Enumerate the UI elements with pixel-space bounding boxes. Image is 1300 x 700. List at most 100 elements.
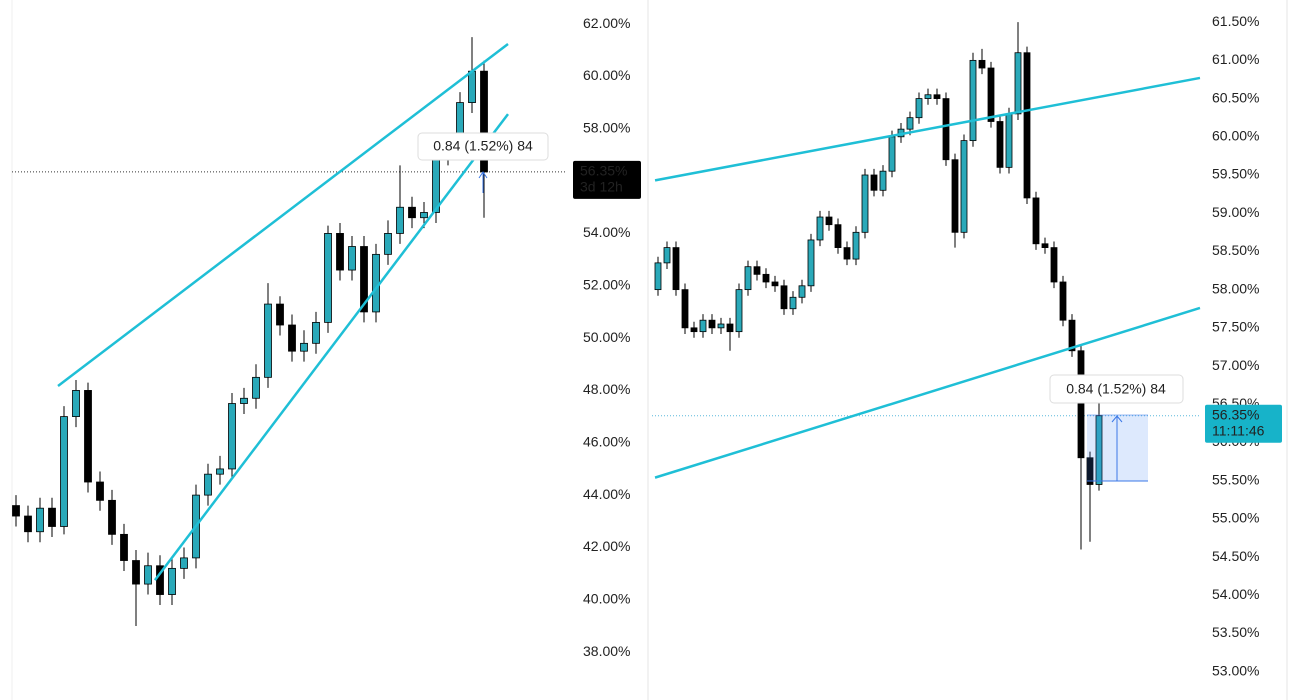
y-tick-label: 53.00%: [1212, 662, 1259, 678]
candle-body: [1068, 319, 1076, 352]
measure-arrow-head: [478, 171, 488, 179]
measure-label: 0.84 (1.52%) 84: [1066, 381, 1166, 397]
y-tick-label: 52.00%: [583, 276, 630, 292]
candle-body: [324, 233, 332, 323]
candle-body: [780, 285, 788, 310]
candle-body: [915, 98, 923, 119]
candle-body: [663, 247, 671, 264]
trend-line: [654, 76, 1201, 182]
candle-body: [978, 59, 986, 69]
candle-body: [861, 174, 869, 233]
candle-body: [1059, 281, 1067, 321]
y-tick-label: 58.00%: [1212, 280, 1259, 296]
candle-body: [408, 206, 416, 219]
candle-body: [906, 117, 914, 130]
candle-body: [1095, 415, 1103, 485]
candle-body: [987, 67, 995, 122]
candle-body: [942, 98, 950, 161]
candle-body: [1077, 350, 1085, 459]
candle-body: [108, 499, 116, 535]
candle-body: [744, 266, 752, 291]
candle-body: [762, 273, 770, 283]
candle-body: [60, 416, 68, 527]
trend-line: [153, 113, 509, 581]
candle-body: [168, 567, 176, 595]
candle-body: [672, 247, 680, 291]
candle-body: [252, 376, 260, 399]
y-tick-label: 38.00%: [583, 643, 630, 659]
candle-body: [1005, 113, 1013, 168]
y-tick-label: 54.00%: [583, 224, 630, 240]
candle-body: [879, 170, 887, 191]
candle-body: [312, 321, 320, 344]
candle-body: [996, 121, 1004, 168]
candle-body: [240, 397, 248, 404]
measure-label: 0.84 (1.52%) 84: [433, 138, 533, 154]
candle-body: [204, 473, 212, 496]
candle-body: [480, 70, 488, 173]
candle-body: [264, 303, 272, 378]
y-tick-label: 60.00%: [1212, 127, 1259, 143]
candle-body: [834, 224, 842, 248]
measure-label-box: [417, 132, 549, 161]
candle-body: [807, 239, 815, 287]
y-tick-label: 44.00%: [583, 486, 630, 502]
candle-body: [789, 296, 797, 310]
candle-body: [699, 319, 707, 333]
candle-body: [1014, 52, 1022, 115]
y-tick-label: 58.00%: [583, 119, 630, 135]
candle-body: [48, 507, 56, 527]
candle-body: [216, 468, 224, 475]
candle-body: [336, 233, 344, 271]
y-tick-label: 61.50%: [1212, 13, 1259, 29]
y-tick-label: 57.50%: [1212, 319, 1259, 335]
y-tick-label: 60.00%: [583, 67, 630, 83]
candle-body: [36, 507, 44, 533]
y-tick-label: 62.00%: [583, 15, 630, 31]
candle-body: [84, 390, 92, 483]
candle-body: [960, 140, 968, 233]
candle-body: [933, 94, 941, 99]
y-tick-label: 40.00%: [583, 590, 630, 606]
candle-body: [348, 246, 356, 271]
candle-body: [771, 281, 779, 287]
candle-body: [180, 557, 188, 569]
y-tick-label: 55.50%: [1212, 471, 1259, 487]
price-tag-label: 56.35%: [1212, 406, 1259, 422]
candle-body: [420, 212, 428, 219]
y-tick-label: 42.00%: [583, 538, 630, 554]
candle-body: [1023, 52, 1031, 199]
candle-body: [735, 289, 743, 333]
y-tick-label: 54.50%: [1212, 548, 1259, 564]
candle-body: [816, 216, 824, 241]
candle-body: [681, 289, 689, 329]
y-tick-label: 59.50%: [1212, 166, 1259, 182]
y-tick-label: 48.00%: [583, 381, 630, 397]
candle-body: [726, 323, 734, 333]
candles-layer: 38.00% 40.00% 42.00% 44.00% 46.00% 48.00% 50.0…: [12, 13, 1259, 678]
candle-body: [969, 59, 977, 142]
candle-body: [72, 390, 80, 417]
y-tick-label: 61.00%: [1212, 51, 1259, 67]
candle-body: [654, 262, 662, 291]
candle-body: [798, 285, 806, 298]
y-tick-label: 46.00%: [583, 433, 630, 449]
candle-body: [144, 565, 152, 585]
candle-body: [951, 159, 959, 233]
y-tick-label: 54.00%: [1212, 586, 1259, 602]
candle-body: [888, 136, 896, 172]
candle-body: [24, 515, 32, 533]
y-tick-label: 60.50%: [1212, 89, 1259, 105]
candle-body: [132, 560, 140, 585]
candle-body: [288, 324, 296, 352]
trend-line: [654, 306, 1201, 479]
candle-body: [753, 266, 761, 275]
measure-arrow-head: [1111, 415, 1123, 423]
candle-body: [300, 342, 308, 352]
candle-body: [96, 481, 104, 501]
candle-body: [276, 303, 284, 326]
candle-body: [717, 323, 725, 329]
candle-body: [1032, 197, 1040, 245]
